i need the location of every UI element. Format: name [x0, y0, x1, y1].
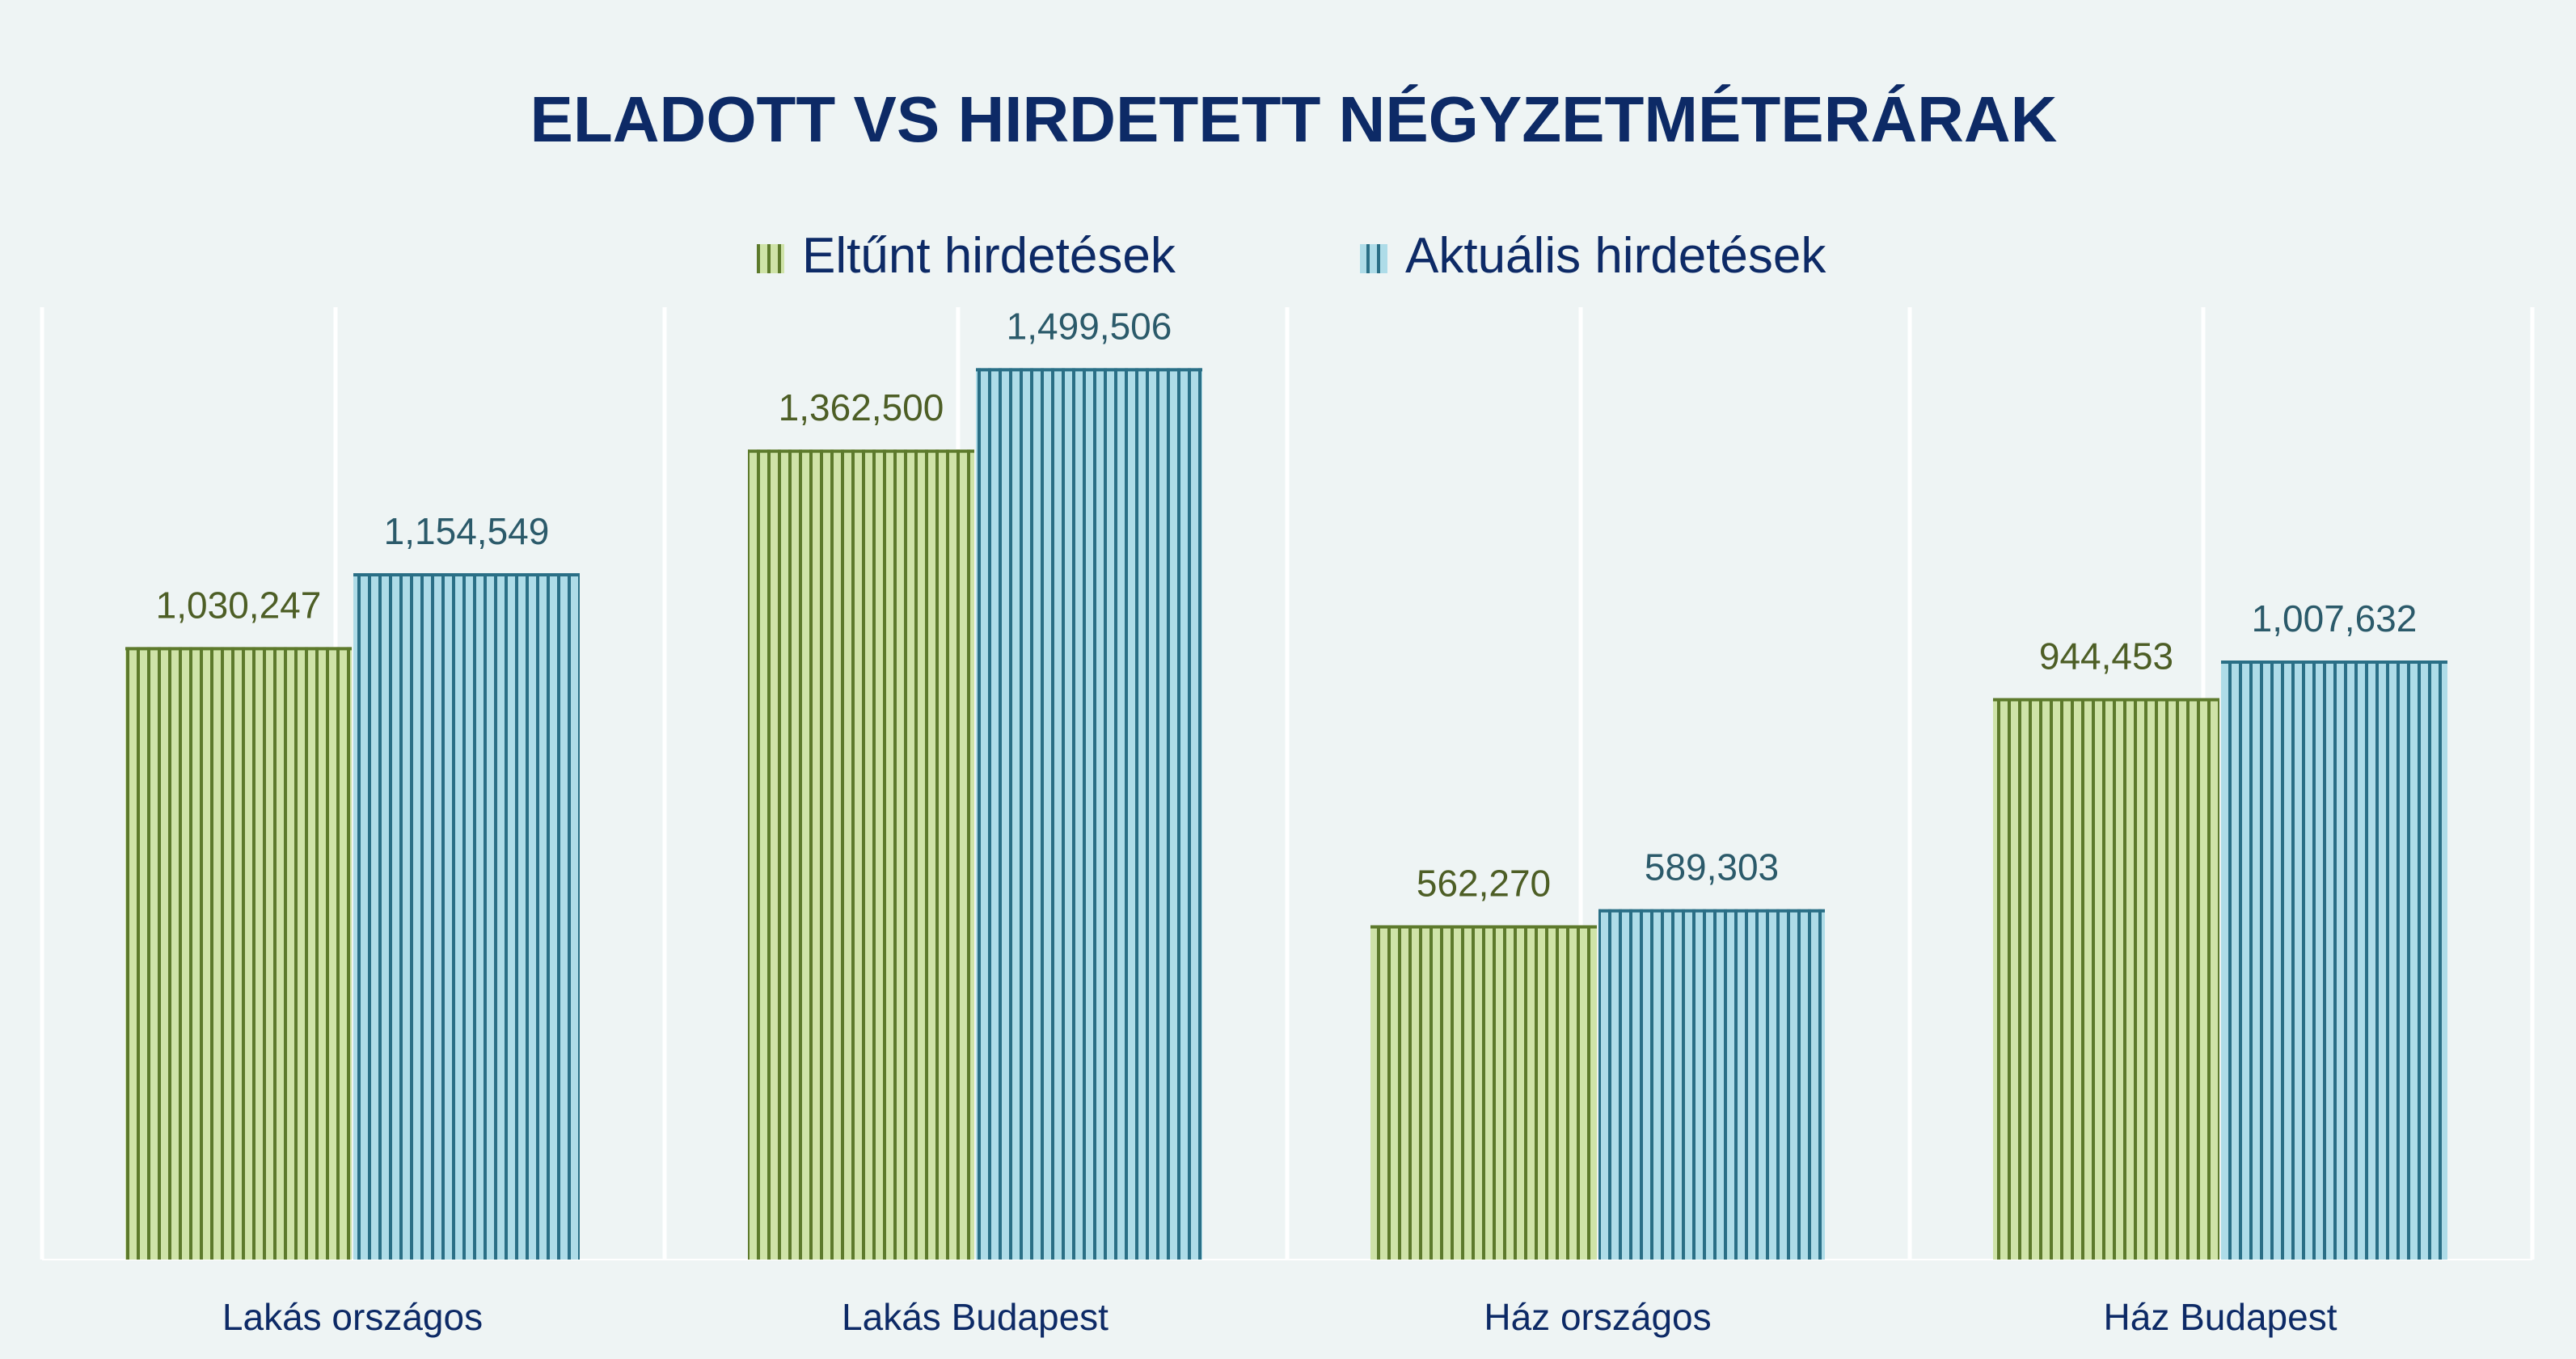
data-label-1-3: 1,007,632 — [2252, 597, 2418, 639]
bar-0-3 — [1993, 698, 2219, 1260]
bar-0-2 — [1370, 925, 1597, 1260]
legend: Eltűnt hirdetések Aktuális hirdetések — [757, 228, 1826, 284]
category-label-0: Lakás országos — [222, 1296, 483, 1338]
data-label-1-0: 1,154,549 — [384, 510, 550, 552]
data-label-1-2: 589,303 — [1645, 846, 1779, 888]
bar-0-1 — [748, 449, 974, 1260]
bar-1-2 — [1598, 909, 1825, 1260]
bar-1-0 — [353, 573, 580, 1260]
category-label-2: Ház országos — [1484, 1296, 1711, 1338]
data-label-0-2: 562,270 — [1417, 863, 1551, 905]
bar-1-1 — [976, 368, 1202, 1260]
data-label-0-1: 1,362,500 — [779, 386, 944, 428]
category-label-1: Lakás Budapest — [842, 1296, 1109, 1338]
legend-label-1: Aktuális hirdetések — [1405, 228, 1826, 284]
category-labels: Lakás országos Lakás Budapest Ház országos… — [222, 1296, 2337, 1338]
data-label-0-3: 944,453 — [2039, 635, 2173, 677]
bar-1-3 — [2221, 661, 2447, 1260]
data-label-1-1: 1,499,506 — [1007, 305, 1172, 347]
category-label-3: Ház Budapest — [2104, 1296, 2337, 1338]
bar-0-0 — [125, 647, 352, 1260]
legend-label-0: Eltűnt hirdetések — [802, 228, 1176, 284]
data-label-0-0: 1,030,247 — [156, 584, 322, 626]
legend-swatch-0 — [757, 244, 784, 273]
bars — [125, 368, 2447, 1260]
chart-title: ELADOTT VS HIRDETETT NÉGYZETMÉTERÁRAK — [530, 83, 2058, 155]
data-labels: 1,030,247 1,154,549 1,362,500 1,499,506 562,… — [156, 305, 2418, 904]
legend-swatch-1 — [1360, 244, 1387, 273]
